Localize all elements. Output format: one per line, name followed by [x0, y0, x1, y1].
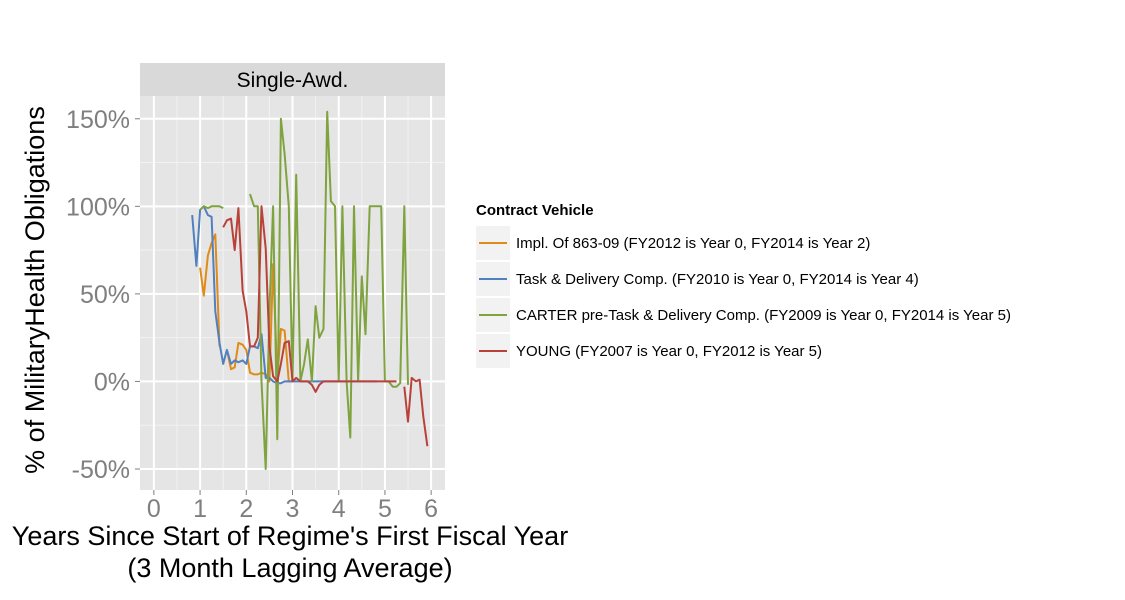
legend-key	[476, 226, 510, 260]
facet-strip-background	[140, 63, 445, 96]
gridlines	[140, 96, 445, 490]
legend-label: CARTER pre-Task & Delivery Comp. (FY2009…	[516, 306, 1011, 324]
legend-label: Impl. Of 863-09 (FY2012 is Year 0, FY201…	[516, 234, 871, 252]
series-line-3	[199, 110, 409, 470]
y-tick-label: 50%	[80, 281, 130, 309]
x-axis-title-line: (3 Month Lagging Average)	[127, 553, 452, 583]
legend-swatch	[479, 314, 507, 316]
legend-entry: CARTER pre-Task & Delivery Comp. (FY2009…	[476, 297, 1011, 333]
legend-entry: Impl. Of 863-09 (FY2012 is Year 0, FY201…	[476, 225, 1011, 261]
series-line-4	[222, 205, 429, 447]
y-tick-label: 150%	[66, 106, 130, 134]
axes: 0 1 2 3 4 5 6 -50% 0% 50% 100% 150%	[66, 106, 438, 523]
facet-strip-label: Single-Awd.	[237, 69, 349, 92]
facet-strip: Single-Awd.	[140, 63, 445, 96]
y-tick-label: 100%	[66, 193, 130, 221]
series-line-1	[199, 233, 293, 383]
legend-key	[476, 298, 510, 332]
legend-key	[476, 262, 510, 296]
x-tick-label: 2	[239, 495, 253, 523]
legend-entry: Task & Delivery Comp. (FY2010 is Year 0,…	[476, 261, 1011, 297]
legend-title: Contract Vehicle	[476, 202, 594, 219]
legend-entry: YOUNG (FY2007 is Year 0, FY2012 is Year …	[476, 333, 1011, 369]
y-tick-label: 0%	[94, 368, 130, 396]
legend-key	[476, 334, 510, 368]
x-tick-label: 0	[147, 495, 161, 523]
series-lines	[191, 110, 429, 470]
x-tick-label: 1	[193, 495, 207, 523]
y-tick-label: -50%	[72, 456, 130, 484]
legend-swatch	[479, 350, 507, 352]
x-tick-label: 4	[332, 495, 346, 523]
legend-label: YOUNG (FY2007 is Year 0, FY2012 is Year …	[516, 342, 822, 360]
legend-swatch	[479, 242, 507, 244]
x-tick-label: 6	[424, 495, 438, 523]
x-tick-label: 5	[378, 495, 392, 523]
legend-swatch	[479, 278, 507, 280]
legend-entries: Impl. Of 863-09 (FY2012 is Year 0, FY201…	[476, 225, 1011, 369]
x-tick-label: 3	[286, 495, 300, 523]
x-axis-title-line: Years Since Start of Regime's First Fisc…	[12, 521, 568, 551]
legend-label: Task & Delivery Comp. (FY2010 is Year 0,…	[516, 270, 919, 288]
x-axis-title: Years Since Start of Regime's First Fisc…	[12, 521, 568, 583]
legend: Contract Vehicle Impl. Of 863-09 (FY2012…	[476, 202, 1011, 369]
y-axis-title: % of MilitaryHealth Obligations	[20, 106, 50, 474]
